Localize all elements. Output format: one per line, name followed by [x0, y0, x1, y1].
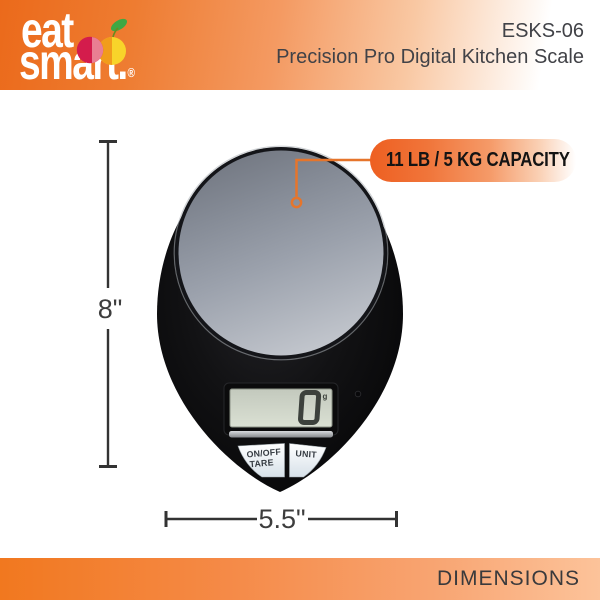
scale-platform	[178, 150, 384, 356]
lcd-bezel-bottom-strip	[229, 431, 333, 438]
power-tare-button-label-line1: ON/OFF	[246, 446, 282, 459]
capacity-callout: 11 LB / 5 KG CAPACITY	[370, 139, 576, 182]
header-band: eat smart.® ESKS-06	[0, 0, 600, 90]
logo-word-eat: eat	[21, 2, 74, 58]
unit-button	[289, 443, 327, 478]
lcd-screen	[229, 388, 333, 428]
lcd-digit-zero	[298, 390, 322, 425]
product-header-text: ESKS-06 Precision Pro Digital Kitchen Sc…	[276, 18, 584, 70]
body-detail-dot	[354, 390, 362, 398]
scale-platform-rim-highlight	[173, 145, 389, 361]
apple-fruit-icon	[76, 18, 128, 65]
capacity-callout-label: 11 LB / 5 KG CAPACITY	[386, 149, 570, 171]
power-tare-button-label-line2: TARE	[249, 457, 274, 469]
capacity-connector-line	[295, 158, 372, 197]
unit-button-label: UNIT	[295, 448, 317, 459]
brand-logo: eat smart.®	[16, 2, 166, 90]
power-tare-button	[237, 443, 285, 478]
product-title: Precision Pro Digital Kitchen Scale	[276, 46, 584, 68]
lcd-unit: g	[323, 392, 328, 401]
model-number: ESKS-06	[501, 20, 584, 42]
width-dimension-label: 5.5"	[258, 504, 305, 534]
dimensions-section-label: DIMENSIONS	[436, 567, 580, 590]
height-dimension-label: 8"	[98, 294, 123, 324]
registered-trademark-symbol: ®	[127, 65, 135, 80]
footer-band: DIMENSIONS	[0, 558, 600, 600]
height-dimension-line	[99, 140, 117, 468]
capacity-marker-ring	[290, 196, 303, 209]
width-dimension-line	[164, 511, 398, 527]
